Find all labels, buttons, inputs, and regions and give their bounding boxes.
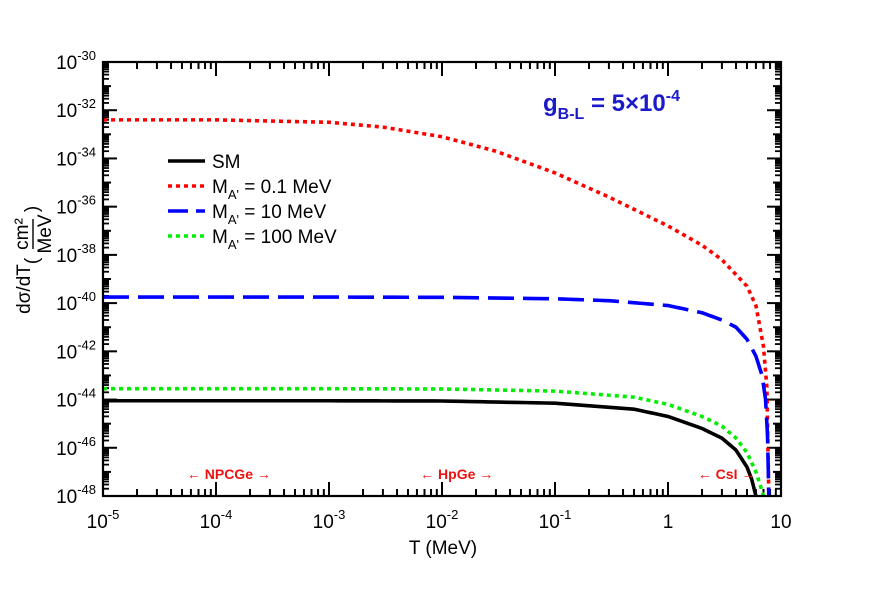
axis-ticks [102,61,781,497]
region-label-npcge: ← NPCGe → [187,466,271,482]
x-tick-labels: 10-5 10-4 10-3 10-2 10-1 1 10 [87,507,792,533]
y-tick-label-5: 10-40 [56,289,96,315]
y-axis-unit-numerator: cm² [12,218,33,250]
coupling-symbol: g [543,90,558,117]
series-line-3 [103,386,766,496]
series-line-1 [103,118,771,496]
y-tick-label-0: 10-30 [56,48,96,74]
y-tick-label-9: 10-48 [56,482,96,508]
y-tick-label-2: 10-34 [56,144,96,170]
detector-regions: ← NPCGe → ← HpGe → ← CsI → [187,466,756,482]
plot-frame [101,60,783,498]
y-tick-label-7: 10-44 [56,386,96,412]
y-axis-title: dσ/dT ( cm² MeV ) [12,206,56,314]
x-tick-label-0: 10-5 [87,507,120,533]
y-tick-label-8: 10-46 [56,434,96,460]
x-tick-label-5: 1 [663,512,674,533]
series-line-0 [103,398,758,496]
region-label-csi: ← CsI → [698,466,756,482]
coupling-value: = 5×10 [584,90,665,117]
y-tick-label-6: 10-42 [56,337,96,363]
x-tick-label-1: 10-4 [200,507,233,533]
x-tick-label-6: 10 [770,512,791,533]
region-label-hpge: ← HpGe → [420,466,493,482]
series-line-2 [103,295,771,496]
legend-label-3: MA' = 100 MeV [212,227,337,252]
coupling-annotation: gB-L = 5×10-4 [543,88,680,123]
y-tick-label-4: 10-38 [56,241,96,267]
coupling-exponent: -4 [666,88,680,105]
legend-label-0: SM [212,152,241,173]
data-curves [103,118,771,496]
y-axis-close-paren: ) [22,206,43,212]
y-axis-open-paren: ( [22,257,43,264]
y-tick-label-3: 10-36 [56,193,96,219]
x-tick-label-3: 10-2 [426,507,459,533]
y-tick-label-1: 10-32 [56,96,96,122]
legend-label-1: MA' = 0.1 MeV [212,177,332,202]
x-tick-label-4: 10-1 [539,507,572,533]
x-tick-label-2: 10-3 [313,507,346,533]
y-tick-labels: 10-30 10-32 10-34 10-36 10-38 10-40 10-42 10-44… [56,48,96,508]
coupling-subscript: B-L [558,106,585,123]
x-axis-title: T (MeV) [409,538,477,559]
y-axis-unit-denominator: MeV [35,214,56,253]
legend-label-2: MA' = 10 MeV [212,202,326,227]
y-axis-dsigma: dσ/dT [14,264,35,314]
